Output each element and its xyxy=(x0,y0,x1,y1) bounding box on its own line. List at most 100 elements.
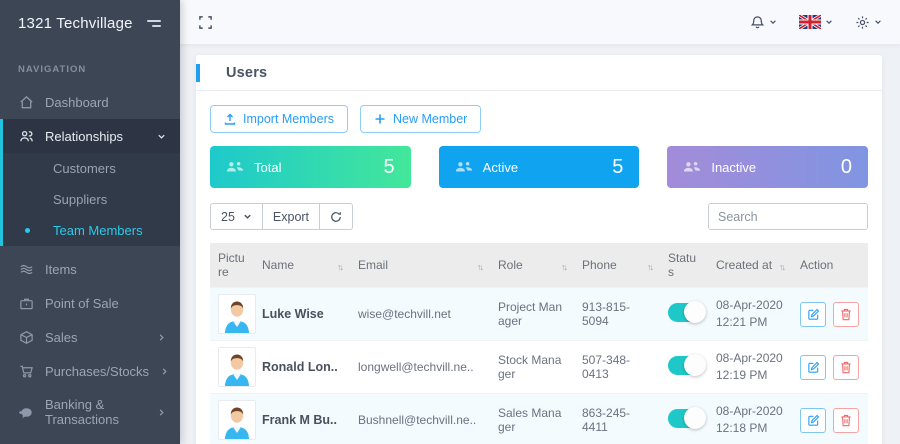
new-member-button[interactable]: New Member xyxy=(360,105,482,133)
import-members-button[interactable]: Import Members xyxy=(210,105,348,133)
users-icon xyxy=(18,128,34,144)
refresh-icon xyxy=(331,211,341,222)
status-toggle[interactable] xyxy=(668,301,706,323)
cell-email: longwell@techvill.ne.. xyxy=(350,340,490,394)
sidebar-item-relationships[interactable]: Relationships xyxy=(3,119,180,153)
home-icon xyxy=(18,94,34,110)
language-dropdown[interactable] xyxy=(799,15,833,29)
active-dot xyxy=(25,228,30,233)
sort-icon[interactable]: ↑↓ xyxy=(779,262,786,272)
col-label: Email xyxy=(358,258,389,272)
export-button[interactable]: Export xyxy=(262,203,321,230)
delete-button[interactable] xyxy=(833,407,859,433)
brand-title: 1321 Techvillage xyxy=(18,15,133,32)
col-header-status: Status xyxy=(660,243,708,288)
cart-icon xyxy=(18,363,34,379)
delete-button[interactable] xyxy=(833,301,859,327)
status-toggle[interactable] xyxy=(668,407,706,429)
chevron-down-icon xyxy=(244,214,251,219)
edit-button[interactable] xyxy=(800,301,826,327)
page-size-value: 25 xyxy=(221,209,235,224)
refresh-button[interactable] xyxy=(320,203,354,230)
sidebar-item-purchases-stocks[interactable]: Purchases/Stocks xyxy=(0,354,180,388)
col-header-name[interactable]: Name ↑↓ xyxy=(254,243,350,288)
edit-icon xyxy=(807,414,819,426)
cell-created-at: 08-Apr-2020 12:21 PM xyxy=(708,287,792,341)
sidebar-item-suppliers[interactable]: Suppliers xyxy=(53,192,108,207)
cell-email: wise@techvill.net xyxy=(350,287,490,341)
stat-cards-row: Total 5 Active 5 xyxy=(210,146,869,188)
col-header-phone[interactable]: Phone ↑↓ xyxy=(574,243,660,288)
sidebar-item-label: Banking & Transactions xyxy=(45,397,119,427)
upload-icon xyxy=(224,113,236,125)
sidebar-item-items[interactable]: Items xyxy=(0,252,180,286)
col-label: Phone xyxy=(582,258,617,272)
table-header: Picture Name ↑↓ Email ↑↓ Role ↑↓ Phone ↑↓ St… xyxy=(210,243,868,288)
edit-button[interactable] xyxy=(800,407,826,433)
delete-icon xyxy=(841,361,851,373)
sidebar-item-sales[interactable]: Sales xyxy=(0,320,180,354)
search-input[interactable] xyxy=(708,203,868,230)
sidebar-collapse-icon[interactable] xyxy=(144,17,164,30)
col-header-email[interactable]: Email ↑↓ xyxy=(350,243,490,288)
col-label: Name xyxy=(262,258,295,272)
stat-card-value: 5 xyxy=(612,155,624,178)
users-table: Picture Name ↑↓ Email ↑↓ Role ↑↓ Phone ↑↓ St… xyxy=(210,243,868,444)
chevron-down-icon xyxy=(157,129,166,144)
status-toggle[interactable] xyxy=(668,354,706,376)
layers-icon xyxy=(18,261,34,277)
edit-icon xyxy=(807,308,819,320)
stat-card-active: Active 5 xyxy=(438,146,640,188)
table-row: Ronald Lon.. longwell@techvill.ne.. Stock … xyxy=(210,340,868,394)
sidebar-item-label: Items xyxy=(45,261,77,277)
table-row: Luke Wise wise@techvill.net Project Manage… xyxy=(210,287,868,341)
sort-icon[interactable]: ↑↓ xyxy=(337,262,344,272)
page-area: Users Import Members New Member xyxy=(180,44,900,444)
users-panel: Users Import Members New Member xyxy=(196,55,882,444)
table-buttons-group: 25 Export xyxy=(210,203,354,230)
sidebar-item-dashboard[interactable]: Dashboard xyxy=(0,85,180,119)
sort-icon[interactable]: ↑↓ xyxy=(561,262,568,272)
sidebar-item-banking-transactions[interactable]: Banking & Transactions xyxy=(0,388,180,436)
table-body: Luke Wise wise@techvill.net Project Manage… xyxy=(210,287,868,444)
sidebar-item-team-members[interactable]: Team Members xyxy=(3,215,180,246)
topbar xyxy=(180,0,900,44)
fullscreen-icon[interactable] xyxy=(198,15,213,30)
toggle-knob xyxy=(684,301,706,323)
stat-card-inactive: Inactive 0 xyxy=(667,146,869,188)
sidebar-item-label: Dashboard xyxy=(45,94,109,110)
briefcase-icon xyxy=(18,295,34,311)
user-avatar xyxy=(218,400,256,440)
sidebar-item-customers[interactable]: Customers xyxy=(53,161,116,176)
edit-button[interactable] xyxy=(800,354,826,380)
chevron-right-icon xyxy=(157,405,166,420)
edit-icon xyxy=(807,361,819,373)
col-header-created-at[interactable]: Created at ↑↓ xyxy=(708,243,792,288)
notifications-dropdown[interactable] xyxy=(750,15,777,30)
page-size-select[interactable]: 25 xyxy=(210,203,263,230)
cell-phone: 863-245-4411 xyxy=(574,393,660,444)
sort-icon[interactable]: ↑↓ xyxy=(647,262,654,272)
chevron-down-icon xyxy=(826,20,832,24)
sidebar-item-label: Relationships xyxy=(45,128,124,144)
col-header-action: Action xyxy=(792,243,868,288)
chevron-down-icon xyxy=(770,20,776,24)
sort-icon[interactable]: ↑↓ xyxy=(477,262,484,272)
created-time: 12:18 PM xyxy=(716,421,768,435)
settings-dropdown[interactable] xyxy=(855,15,882,30)
sidebar-item-label: Point of Sale xyxy=(45,295,119,311)
stat-card-value: 0 xyxy=(840,155,853,178)
sidebar-item-projects[interactable]: Projects xyxy=(0,436,180,444)
piggy-bank-icon xyxy=(18,404,34,420)
stat-card-label: Active xyxy=(482,159,519,175)
users-group-icon xyxy=(455,160,473,174)
new-member-label: New Member xyxy=(393,112,468,126)
sidebar-item-point-of-sale[interactable]: Point of Sale xyxy=(0,286,180,320)
created-time: 12:21 PM xyxy=(716,315,768,329)
delete-icon xyxy=(841,308,851,320)
delete-button[interactable] xyxy=(833,354,859,380)
brand-row: 1321 Techvillage xyxy=(0,0,180,42)
col-label: Created at xyxy=(716,258,773,272)
col-header-role[interactable]: Role ↑↓ xyxy=(490,243,574,288)
